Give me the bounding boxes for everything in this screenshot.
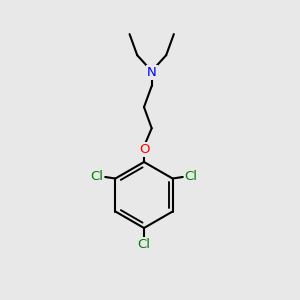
Text: O: O — [139, 143, 149, 156]
Text: Cl: Cl — [185, 170, 198, 184]
Text: Cl: Cl — [137, 238, 151, 251]
Text: Cl: Cl — [90, 170, 103, 184]
Text: N: N — [147, 66, 157, 79]
